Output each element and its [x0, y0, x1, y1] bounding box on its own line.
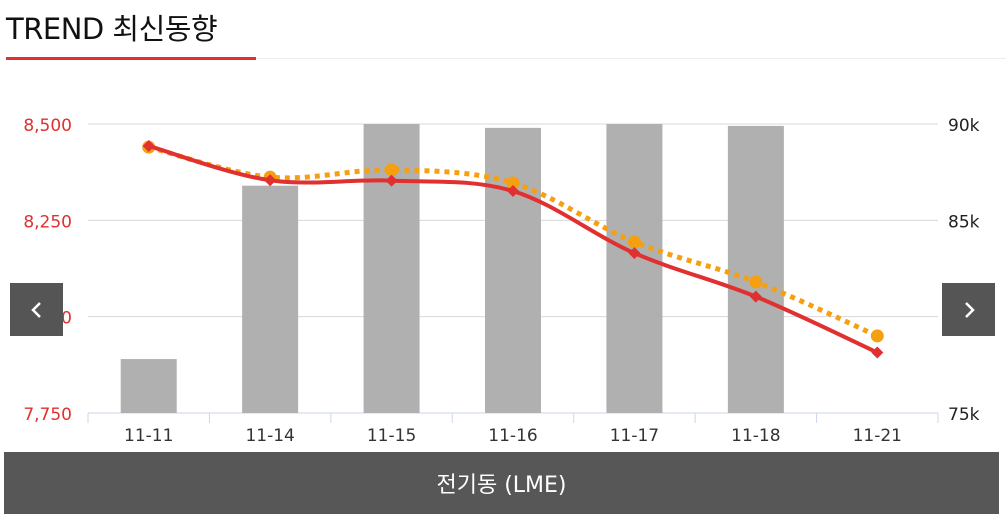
right-axis-label: 90k — [948, 116, 980, 136]
dotted-series-point — [870, 329, 884, 343]
next-button[interactable] — [942, 283, 995, 336]
dotted-series-point — [506, 176, 520, 190]
right-axis-label: 85k — [948, 212, 980, 232]
title-underline — [6, 57, 256, 60]
x-tick-label: 11-17 — [610, 426, 659, 446]
header: TREND 최신동향 — [0, 0, 1006, 60]
solid-series-point — [142, 139, 155, 152]
header-divider — [256, 58, 1006, 59]
left-axis-label: 7,750 — [23, 405, 72, 425]
solid-series-point — [749, 290, 762, 303]
left-axis-label: 8,500 — [23, 116, 72, 136]
trend-chart: 11-11 11-14 11-15 11-16 11-17 11-18 11-21 7,750… — [23, 116, 980, 446]
footer-label: 전기동 (LME) — [436, 473, 567, 498]
dotted-series-point — [627, 235, 641, 249]
bar — [727, 125, 784, 413]
x-tick-label: 11-21 — [853, 426, 902, 446]
page-title: TREND 최신동향 — [6, 12, 218, 46]
x-tick-label: 11-14 — [245, 426, 294, 446]
left-axis-label: 8,250 — [23, 212, 72, 232]
solid-series-point — [264, 174, 277, 187]
right-axis-label: 75k — [948, 405, 980, 425]
x-tick-label: 11-16 — [488, 426, 537, 446]
x-tick-label: 11-15 — [367, 426, 416, 446]
bar — [606, 124, 663, 413]
x-tick-label: 11-18 — [731, 426, 780, 446]
footer-bar: 전기동 (LME) — [4, 452, 999, 514]
solid-series-point — [385, 174, 398, 187]
chevron-left-icon — [30, 301, 41, 318]
prev-button[interactable] — [10, 283, 63, 336]
chevron-right-icon — [964, 301, 975, 318]
x-tick-label: 11-11 — [124, 426, 173, 446]
bar — [242, 185, 299, 413]
solid-series-point — [871, 346, 884, 359]
bar — [485, 127, 541, 413]
dotted-series-point — [749, 275, 763, 289]
solid-series-point — [628, 247, 641, 260]
solid-series-point — [507, 185, 519, 198]
bar — [120, 359, 177, 413]
dotted-series-point — [385, 163, 399, 177]
